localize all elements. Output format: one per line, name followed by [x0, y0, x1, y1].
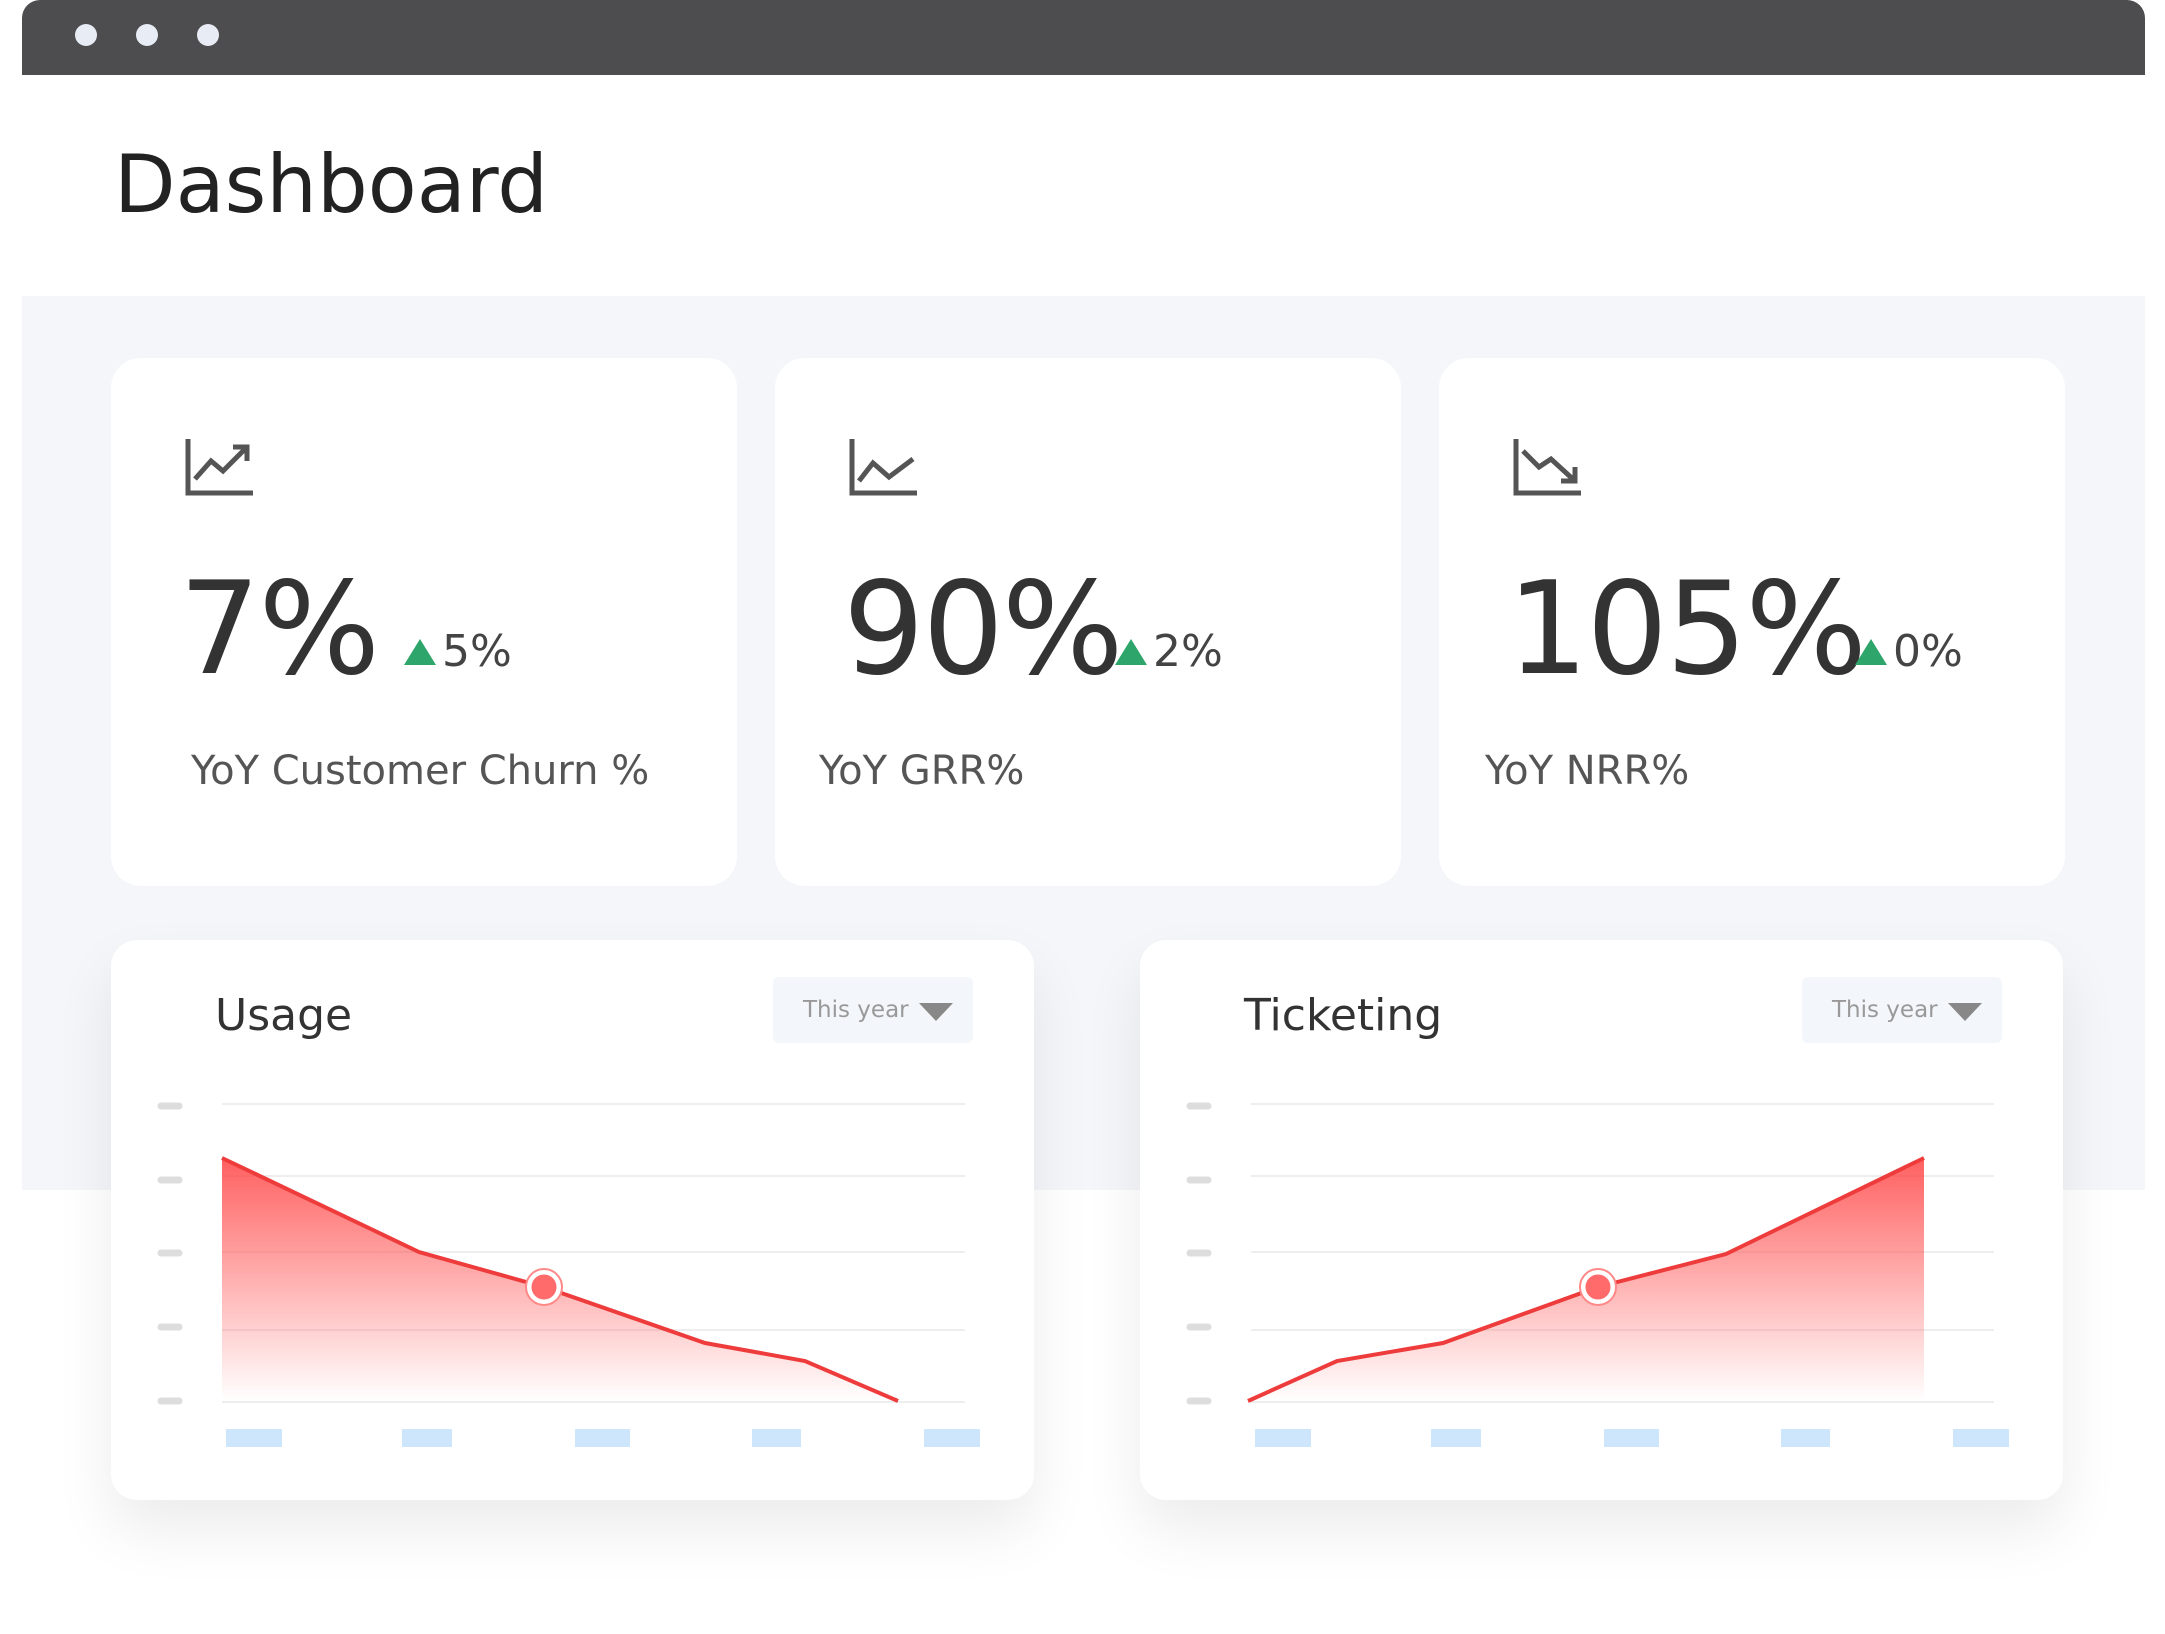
period-dropdown[interactable]: This year: [1802, 977, 2002, 1043]
trend-icon: [849, 439, 917, 496]
panel-title: Ticketing: [1244, 990, 1443, 1041]
ticketing-chart: [1186, 1102, 2009, 1447]
kpi-change: 5%: [402, 630, 512, 674]
window-dot: [75, 24, 97, 46]
trend-icon: [185, 439, 253, 496]
window-dot: [136, 24, 158, 46]
kpi-label: YoY GRR%: [819, 748, 1025, 794]
usage-chart: [157, 1102, 980, 1447]
kpi-change: 2%: [1113, 630, 1223, 674]
trend-icon: [1513, 439, 1581, 496]
kpi-value: 90%: [843, 555, 1123, 704]
kpi-label: YoY Customer Churn %: [191, 748, 650, 794]
page-title: Dashboard: [114, 138, 549, 231]
kpi-value: 105%: [1507, 555, 1867, 704]
kpi-change: 0%: [1853, 630, 1963, 674]
kpi-card: 90% 2% YoY GRR%: [775, 358, 1401, 886]
change-text: 0%: [1893, 626, 1963, 677]
change-text: 5%: [442, 626, 512, 677]
kpi-label: YoY NRR%: [1485, 748, 1690, 794]
window-bar: [22, 0, 2145, 75]
kpi-value: 7%: [179, 555, 380, 704]
dropdown-text: This year: [1832, 997, 1938, 1023]
period-dropdown[interactable]: This year: [773, 977, 973, 1043]
kpi-card: 7% 5% YoY Customer Churn %: [111, 358, 737, 886]
window-dot: [197, 24, 219, 46]
kpi-card: 105% 0% YoY NRR%: [1439, 358, 2065, 886]
dropdown-text: This year: [803, 997, 909, 1023]
chart-panel: Usage This year: [111, 940, 1034, 1500]
panel-title: Usage: [215, 990, 353, 1041]
chart-panel: Ticketing This year: [1140, 940, 2063, 1500]
change-text: 2%: [1153, 626, 1223, 677]
